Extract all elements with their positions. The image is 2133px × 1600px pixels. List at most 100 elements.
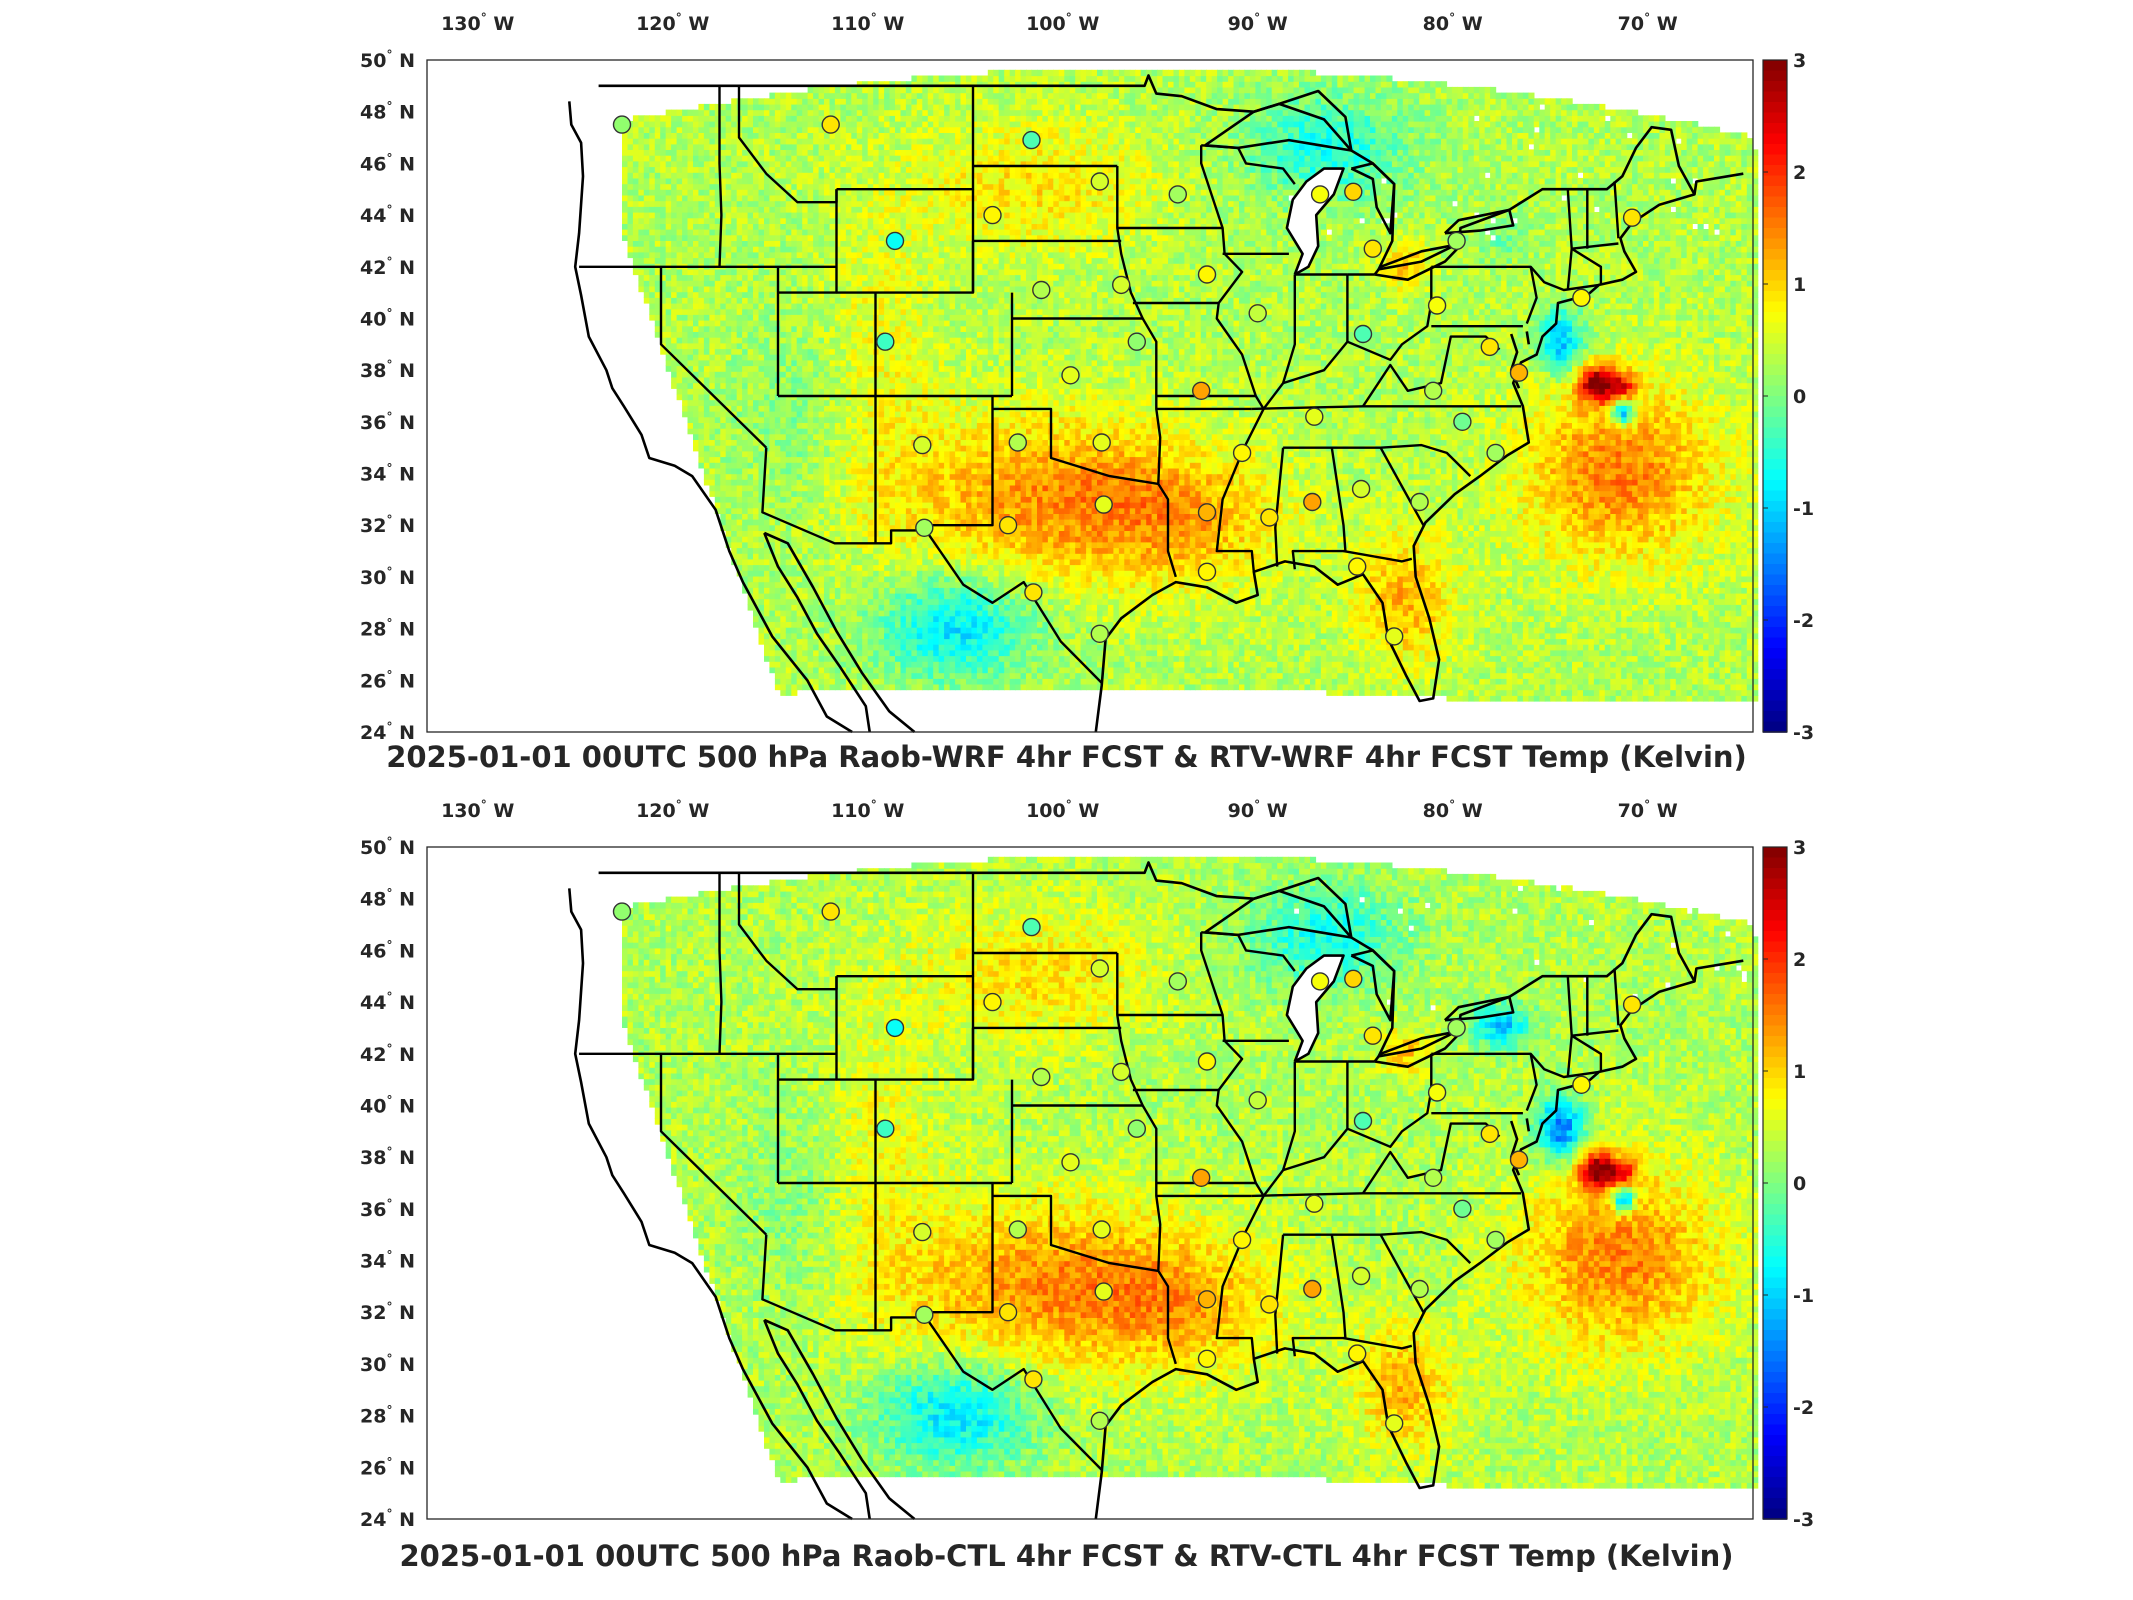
latitude-tick-label: 40° N: [360, 307, 415, 331]
station-marker: [1303, 1279, 1322, 1299]
latitude-tick-label: 50° N: [360, 835, 415, 859]
latitude-tick-label: 30° N: [360, 565, 415, 589]
latitude-tick-label: 42° N: [360, 255, 415, 279]
longitude-tick-label: 120° W: [636, 11, 709, 35]
station-marker: [1303, 492, 1322, 512]
station-marker: [1090, 1411, 1110, 1430]
longitude-tick-label: 70° W: [1618, 11, 1678, 35]
longitude-tick-label: 110° W: [831, 11, 904, 35]
latitude-tick-label: 42° N: [360, 1042, 415, 1066]
station-marker: [1344, 969, 1363, 989]
colorbar-tick-label: 0: [1793, 386, 1806, 408]
latitude-tick-label: 36° N: [360, 1197, 415, 1221]
station-marker: [1509, 1150, 1529, 1169]
temperature-difference-field: [622, 69, 1759, 702]
station-marker: [1197, 1052, 1217, 1071]
latitude-tick-label: 48° N: [360, 100, 415, 124]
station-marker: [1191, 1168, 1211, 1187]
station-marker: [1022, 917, 1041, 937]
latitude-tick-label: 44° N: [360, 203, 415, 227]
station-marker: [1061, 366, 1080, 385]
station-marker: [913, 1222, 932, 1242]
station-marker: [1384, 1414, 1404, 1433]
colorbar-tick-label: 0: [1793, 1173, 1806, 1195]
latitude-tick-label: 32° N: [360, 1300, 415, 1324]
station-marker: [1572, 1075, 1591, 1094]
station-marker: [885, 1018, 905, 1038]
colorbar-tick-label: -2: [1793, 1397, 1814, 1419]
latitude-tick-label: 24° N: [360, 1507, 415, 1531]
station-marker: [1363, 239, 1383, 258]
panel-title-top: 2025-01-01 00UTC 500 hPa Raob-WRF 4hr FC…: [0, 740, 2133, 774]
station-marker: [1410, 1279, 1429, 1299]
longitude-tick-label: 80° W: [1423, 798, 1483, 822]
map-frame: [426, 59, 1754, 733]
latitude-tick-label: 28° N: [360, 1404, 415, 1428]
latitude-tick-label: 34° N: [360, 462, 415, 486]
latitude-tick-label: 36° N: [360, 410, 415, 434]
latitude-tick-label: 28° N: [360, 617, 415, 641]
station-marker: [1427, 1083, 1447, 1102]
map-raob-wrf: 130° W 120° W 110° W 100° W 90° W 80° W 70° W 2…: [360, 11, 1814, 744]
colorbar: 3 2 1 0 -1 -2 -3: [1762, 50, 1814, 744]
boundaries: [568, 861, 1744, 1521]
station-marker: [998, 1303, 1018, 1322]
panel-title-bottom: 2025-01-01 00UTC 500 hPa Raob-CTL 4hr FC…: [0, 1539, 2133, 1573]
station-marker: [1305, 407, 1324, 426]
panel-top: 130° W 120° W 110° W 100° W 90° W 80° W 70° W 2…: [0, 11, 2133, 774]
station-marker: [983, 992, 1002, 1012]
raob-stations: [612, 902, 1642, 1433]
station-marker: [1353, 324, 1373, 344]
latitude-tick-label: 50° N: [360, 48, 415, 72]
longitude-tick-label: 110° W: [831, 798, 904, 822]
station-marker: [915, 518, 934, 537]
station-marker: [1090, 172, 1110, 191]
station-marker: [1410, 492, 1429, 512]
station-marker: [1094, 1282, 1113, 1301]
station-marker: [1032, 1067, 1051, 1087]
map-raob-ctl: 130° W 120° W 110° W 100° W 90° W 80° W 70° W 2…: [360, 798, 1814, 1531]
station-marker: [1447, 231, 1466, 251]
station-marker: [1061, 1153, 1080, 1172]
longitude-tick-label: 80° W: [1423, 11, 1483, 35]
latitude-tick-label: 38° N: [360, 358, 415, 382]
station-marker: [876, 332, 895, 351]
station-marker: [1310, 972, 1330, 991]
colorbar-tick-label: 2: [1793, 162, 1806, 184]
latitude-tick-label: 26° N: [360, 668, 415, 692]
station-marker: [1351, 479, 1371, 499]
temperature-difference-field: [622, 856, 1759, 1489]
station-marker: [1008, 1220, 1027, 1239]
station-marker: [1480, 337, 1500, 357]
station-marker: [612, 902, 632, 921]
station-marker: [1090, 959, 1110, 978]
station-marker: [1305, 1194, 1324, 1213]
colorbar: 3 2 1 0 -1 -2 -3: [1762, 837, 1814, 1531]
station-marker: [915, 1305, 934, 1324]
station-marker: [1197, 562, 1217, 581]
station-marker: [1032, 280, 1051, 300]
latitude-tick-label: 46° N: [360, 151, 415, 175]
station-marker: [983, 205, 1002, 225]
station-marker: [1168, 972, 1188, 991]
station-marker: [612, 115, 632, 134]
station-marker: [1092, 433, 1111, 452]
longitude-tick-label: 90° W: [1228, 798, 1288, 822]
station-marker: [1232, 1230, 1252, 1250]
station-marker: [1351, 1266, 1371, 1286]
great-lakes: [1286, 955, 1344, 1062]
colorbar-tick-label: -3: [1793, 1509, 1814, 1531]
latitude-tick-label: 44° N: [360, 990, 415, 1014]
station-marker: [1447, 1018, 1466, 1038]
station-marker: [821, 115, 840, 134]
station-marker: [1090, 624, 1110, 643]
station-marker: [1384, 627, 1404, 646]
station-marker: [1127, 332, 1147, 351]
station-marker: [821, 902, 840, 921]
latitude-tick-label: 48° N: [360, 887, 415, 911]
station-marker: [1111, 1062, 1131, 1082]
station-marker: [1486, 443, 1505, 463]
station-marker: [1347, 557, 1367, 576]
station-marker: [1453, 1199, 1472, 1218]
longitude-tick-label: 120° W: [636, 798, 709, 822]
